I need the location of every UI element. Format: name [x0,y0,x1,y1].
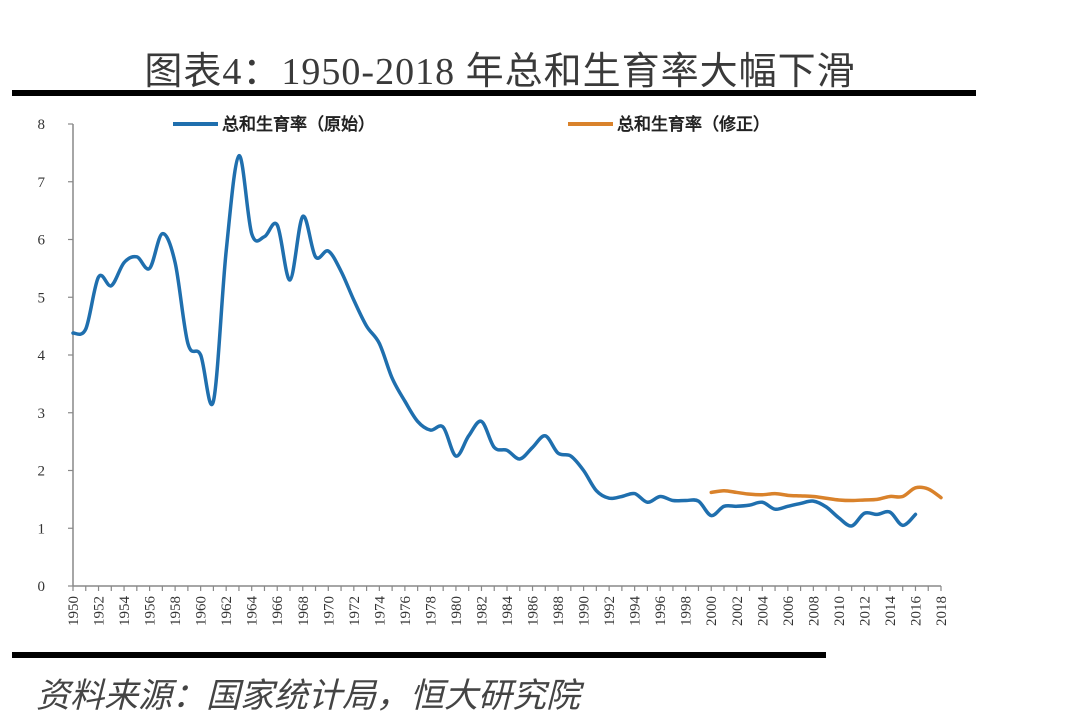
top-rule [12,90,976,96]
x-tick-label: 2004 [755,596,771,627]
x-tick-label: 1994 [628,596,644,627]
y-tick-label: 2 [38,464,46,480]
x-tick-label: 2012 [857,596,873,626]
y-tick-label: 7 [38,175,46,191]
x-tick-label: 1968 [296,596,312,626]
x-tick-label: 2008 [806,596,822,626]
x-tick-label: 2016 [908,596,924,627]
x-tick-label: 1962 [219,596,235,626]
bottom-rule [12,652,826,658]
y-tick-label: 1 [38,521,46,537]
y-tick-label: 5 [38,290,46,306]
y-tick-label: 6 [38,233,46,249]
x-tick-label: 1960 [194,596,210,626]
x-tick-label: 1992 [602,596,618,626]
x-tick-label: 1970 [321,596,337,626]
y-tick-label: 8 [38,117,46,133]
x-tick-label: 1972 [347,596,363,626]
x-tick-label: 2006 [781,596,797,627]
x-tick-label: 2014 [883,596,899,627]
x-tick-label: 1950 [66,596,82,626]
x-tick-label: 1998 [679,596,695,626]
x-tick-label: 2018 [934,596,950,626]
x-tick-label: 1978 [423,596,439,626]
x-tick-label: 1952 [92,596,108,626]
x-tick-label: 1982 [474,596,490,626]
x-tick-label: 1964 [245,596,261,627]
x-tick-label: 1956 [143,596,159,627]
x-tick-label: 1954 [117,596,133,627]
y-tick-label: 4 [38,348,46,364]
chart-title: 图表4：1950-2018 年总和生育率大幅下滑 [144,51,856,93]
x-tick-label: 2010 [832,596,848,626]
x-tick-label: 1958 [168,596,184,626]
source-note: 资料来源：国家统计局，恒大研究院 [36,676,580,716]
x-tick-label: 1980 [449,596,465,626]
x-tick-label: 1988 [551,596,567,626]
legend-label-2: 总和生育率（修正） [617,114,770,135]
x-tick-label: 1986 [526,596,542,627]
series-line-2 [709,485,943,503]
x-tick-label: 1984 [500,596,516,627]
x-tick-label: 1990 [577,596,593,626]
x-tick-label: 1976 [398,596,414,627]
x-tick-label: 2002 [730,596,746,626]
x-tick-label: 1974 [372,596,388,627]
x-tick-label: 1996 [653,596,669,627]
x-tick-label: 2000 [704,596,720,626]
series-line-1 [71,154,918,528]
legend-label-1: 总和生育率（原始） [222,114,375,135]
y-tick-label: 0 [38,579,46,595]
y-tick-label: 3 [38,406,46,422]
x-tick-label: 1966 [270,596,286,627]
